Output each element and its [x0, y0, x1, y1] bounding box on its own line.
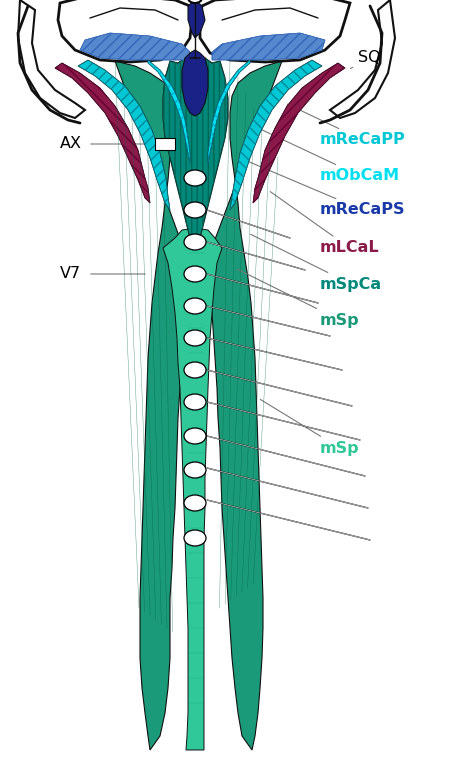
Ellipse shape — [188, 0, 202, 3]
Ellipse shape — [184, 266, 206, 282]
Text: mSp: mSp — [260, 399, 359, 456]
Ellipse shape — [184, 462, 206, 478]
Text: mObCaM: mObCaM — [261, 129, 400, 183]
Text: mReCaPP: mReCaPP — [288, 104, 406, 148]
Polygon shape — [200, 0, 350, 62]
Polygon shape — [80, 33, 190, 60]
Text: mReCaPS: mReCaPS — [243, 159, 405, 218]
Polygon shape — [230, 60, 322, 210]
Ellipse shape — [184, 394, 206, 410]
Ellipse shape — [184, 330, 206, 346]
Text: mLCaL: mLCaL — [270, 192, 380, 255]
Text: V7: V7 — [60, 267, 81, 281]
Polygon shape — [163, 56, 228, 248]
Polygon shape — [115, 61, 187, 750]
Ellipse shape — [184, 530, 206, 546]
Ellipse shape — [184, 428, 206, 444]
Polygon shape — [55, 63, 150, 203]
Text: AX: AX — [60, 136, 82, 152]
Ellipse shape — [184, 170, 206, 186]
Polygon shape — [330, 0, 395, 118]
Polygon shape — [212, 33, 325, 60]
Ellipse shape — [184, 234, 206, 250]
Polygon shape — [182, 50, 208, 116]
Polygon shape — [188, 0, 205, 38]
Polygon shape — [155, 138, 175, 150]
Ellipse shape — [184, 362, 206, 378]
Ellipse shape — [184, 202, 206, 218]
Text: SQ: SQ — [350, 51, 381, 69]
Text: PAR: PAR — [72, 12, 162, 28]
Polygon shape — [208, 60, 250, 163]
Ellipse shape — [184, 495, 206, 511]
Ellipse shape — [184, 298, 206, 314]
Text: mSp: mSp — [237, 269, 359, 327]
Polygon shape — [18, 0, 85, 118]
Polygon shape — [208, 61, 282, 750]
Polygon shape — [58, 0, 192, 62]
Polygon shape — [148, 60, 190, 163]
Polygon shape — [253, 63, 345, 203]
Polygon shape — [78, 60, 170, 210]
Text: mSpCa: mSpCa — [251, 234, 382, 292]
Polygon shape — [163, 228, 222, 750]
